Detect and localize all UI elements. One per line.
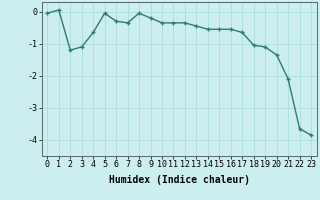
X-axis label: Humidex (Indice chaleur): Humidex (Indice chaleur) — [109, 175, 250, 185]
